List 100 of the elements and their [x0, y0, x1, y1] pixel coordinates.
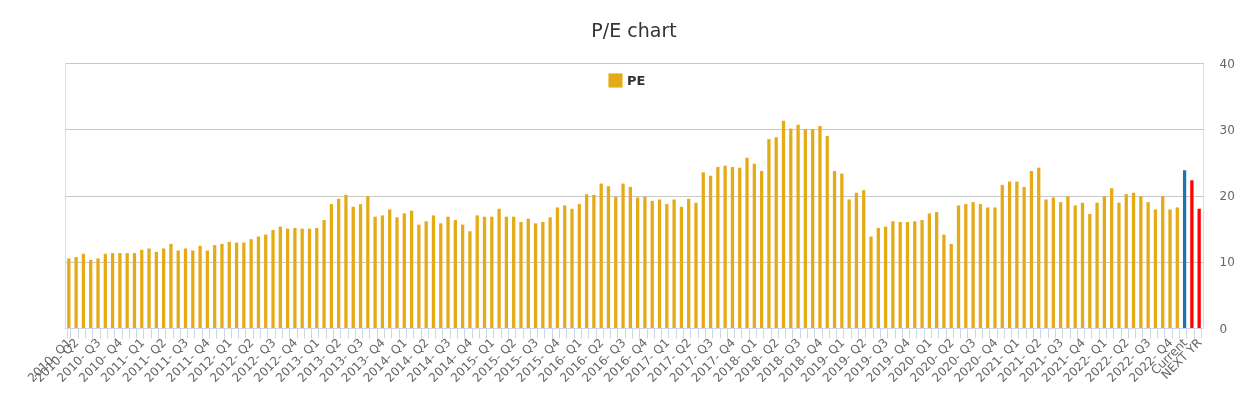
bar — [738, 167, 742, 328]
bar — [730, 167, 735, 328]
bar — [118, 253, 122, 328]
bar — [774, 137, 778, 328]
bar — [322, 220, 326, 328]
bar — [67, 258, 71, 328]
bar — [285, 228, 290, 328]
bar — [687, 198, 691, 328]
bar — [271, 229, 275, 328]
bar — [803, 129, 808, 328]
bar — [315, 227, 319, 328]
bar — [1124, 194, 1128, 328]
bar — [242, 242, 246, 328]
bar — [1080, 202, 1085, 328]
bar — [512, 216, 516, 328]
bar — [876, 227, 880, 328]
bar — [599, 183, 603, 328]
bar — [657, 199, 662, 328]
bar — [96, 258, 100, 328]
bar — [1029, 170, 1034, 328]
bar — [1146, 202, 1150, 328]
bar — [380, 215, 385, 328]
bar — [1073, 205, 1077, 328]
bar — [555, 207, 560, 328]
bar — [1168, 209, 1172, 328]
bar — [497, 208, 501, 328]
bar — [723, 165, 727, 328]
bar — [986, 207, 990, 328]
bar — [234, 242, 239, 328]
bar — [388, 209, 392, 328]
bar — [125, 253, 129, 328]
legend-label: PE — [627, 72, 646, 88]
bar — [883, 226, 888, 328]
bar — [366, 196, 370, 328]
bar — [191, 250, 195, 328]
bar — [519, 222, 523, 328]
bar — [767, 139, 771, 328]
bar — [402, 213, 406, 328]
bar — [694, 202, 698, 328]
bar — [759, 170, 764, 328]
bar — [110, 253, 115, 328]
bar — [643, 196, 647, 328]
bar — [293, 227, 297, 328]
bar — [446, 216, 450, 328]
bar — [278, 226, 282, 328]
bar — [220, 243, 224, 328]
bar — [570, 208, 574, 328]
bar — [563, 205, 567, 328]
bar — [482, 216, 487, 328]
bar — [701, 172, 705, 328]
bar — [176, 250, 180, 328]
bar — [1007, 181, 1012, 328]
bar — [205, 250, 210, 328]
bar — [1000, 184, 1004, 328]
y-tick-label: 30 — [1219, 122, 1235, 137]
bar — [1058, 202, 1063, 328]
bar — [504, 216, 509, 328]
bar — [1161, 196, 1165, 328]
bar — [832, 170, 837, 328]
chart-title: P/E chart — [591, 19, 677, 41]
bar — [825, 135, 829, 328]
bar — [300, 228, 304, 328]
bar — [74, 257, 78, 328]
bar — [584, 194, 589, 328]
bar — [716, 167, 720, 328]
bar — [606, 186, 611, 328]
bar — [89, 259, 93, 328]
bar — [1051, 197, 1055, 328]
bar — [409, 210, 414, 328]
bar — [358, 204, 363, 328]
bar — [183, 248, 188, 328]
bar — [665, 204, 669, 328]
bar — [344, 194, 348, 328]
bar — [614, 196, 618, 328]
bar — [628, 186, 632, 328]
bar — [898, 222, 902, 328]
bar — [424, 221, 428, 328]
bar — [1139, 196, 1143, 328]
bar — [796, 124, 800, 328]
bar — [256, 236, 261, 328]
bar — [891, 221, 895, 328]
bar — [840, 173, 844, 328]
bar — [526, 218, 530, 328]
bar — [373, 216, 377, 328]
bar — [417, 224, 421, 328]
bar — [1102, 196, 1107, 328]
bar — [439, 223, 443, 328]
bar — [745, 157, 749, 328]
y-tick-label: 0 — [1219, 321, 1228, 336]
bar — [978, 204, 983, 328]
bar — [862, 190, 866, 328]
bar — [453, 220, 457, 328]
bar — [592, 194, 596, 328]
bar — [227, 241, 231, 328]
bar — [1131, 192, 1136, 328]
bar — [1037, 167, 1041, 328]
bar — [132, 253, 137, 328]
bar — [781, 120, 786, 328]
bar — [811, 129, 815, 328]
bar — [1022, 186, 1026, 328]
